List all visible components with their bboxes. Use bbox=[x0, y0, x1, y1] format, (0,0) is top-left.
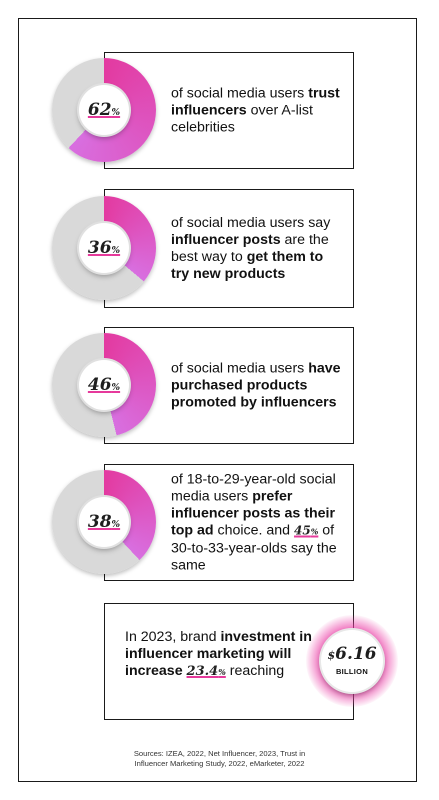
infographic-frame bbox=[18, 18, 417, 782]
donut-center bbox=[79, 360, 129, 410]
stat-percentage-4: 38% bbox=[87, 512, 121, 532]
stat-percentage-2: 36% bbox=[87, 238, 121, 258]
investment-amount-badge: $6.16 BILLION bbox=[321, 630, 383, 692]
donut-center bbox=[79, 223, 129, 273]
stat-text-1: of social media users trust influencers … bbox=[171, 85, 340, 135]
investment-text: In 2023, brand investment in influencer … bbox=[125, 629, 312, 679]
stat-card-4: of 18-to-29-year-old social media users … bbox=[104, 464, 354, 581]
stat-text-2: of social media users say influencer pos… bbox=[171, 214, 331, 282]
donut-center bbox=[79, 85, 129, 135]
donut-chart-1: 62% bbox=[52, 58, 156, 162]
stat-text-4: of 18-to-29-year-old social media users … bbox=[171, 471, 337, 573]
stat-text-3: of social media users have purchased pro… bbox=[171, 360, 341, 410]
donut-chart-4: 38% bbox=[52, 470, 156, 574]
stat-percentage-3: 46% bbox=[87, 375, 121, 395]
donut-center bbox=[79, 497, 129, 547]
sources-note: Sources: IZEA, 2022, Net Influencer, 202… bbox=[133, 749, 306, 768]
stat-card-1: of social media users trust influencers … bbox=[104, 52, 354, 169]
inline-percentage: 45% bbox=[294, 523, 319, 537]
donut-chart-2: 36% bbox=[52, 196, 156, 300]
increase-percentage: 23.4% bbox=[186, 664, 226, 679]
investment-amount: $6.16 bbox=[327, 644, 377, 664]
investment-unit: BILLION bbox=[335, 667, 369, 676]
stat-percentage-1: 62% bbox=[87, 100, 121, 120]
donut-chart-3: 46% bbox=[52, 333, 156, 437]
